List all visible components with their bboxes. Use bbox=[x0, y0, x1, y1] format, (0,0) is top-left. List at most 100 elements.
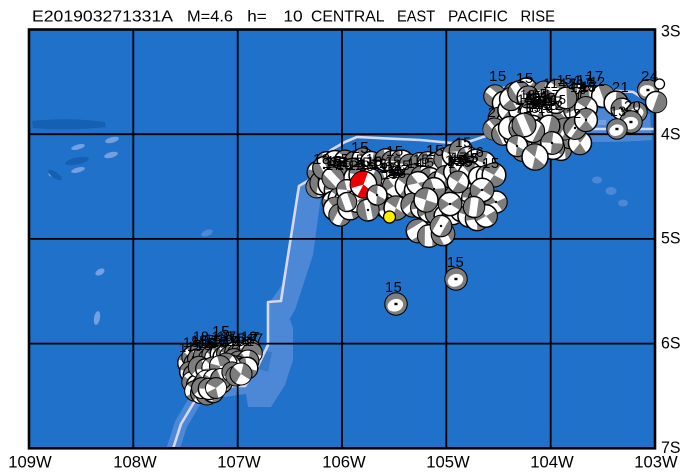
svg-text:114: 114 bbox=[543, 75, 567, 91]
svg-text:1: 1 bbox=[247, 335, 254, 349]
svg-text:17: 17 bbox=[221, 329, 237, 344]
svg-text:15: 15 bbox=[351, 140, 369, 157]
svg-text:17: 17 bbox=[235, 333, 252, 349]
svg-text:CENTRAL: CENTRAL bbox=[311, 8, 385, 25]
svg-text:5: 5 bbox=[464, 155, 472, 170]
svg-text:5: 5 bbox=[208, 336, 215, 350]
svg-text:5: 5 bbox=[356, 152, 364, 167]
svg-text:15: 15 bbox=[530, 93, 546, 108]
svg-text:12: 12 bbox=[380, 161, 396, 176]
svg-text:15: 15 bbox=[383, 168, 398, 182]
svg-text:7: 7 bbox=[460, 153, 468, 168]
svg-text:18: 18 bbox=[191, 332, 208, 348]
svg-text:12: 12 bbox=[241, 328, 257, 344]
svg-text:15: 15 bbox=[386, 143, 404, 160]
svg-text:15: 15 bbox=[455, 134, 472, 150]
svg-text:RISE: RISE bbox=[521, 8, 556, 25]
svg-text:M=4.6: M=4.6 bbox=[187, 8, 233, 25]
svg-text:17: 17 bbox=[326, 158, 341, 173]
svg-text:15: 15 bbox=[457, 153, 474, 169]
svg-text:15: 15 bbox=[388, 162, 405, 178]
svg-text:PACIFIC: PACIFIC bbox=[448, 8, 508, 25]
svg-text:15: 15 bbox=[551, 92, 566, 107]
svg-text:17: 17 bbox=[547, 94, 563, 109]
svg-text:5S: 5S bbox=[661, 229, 681, 248]
svg-text:15: 15 bbox=[530, 98, 545, 112]
svg-text:17: 17 bbox=[451, 149, 468, 165]
svg-text:h=: h= bbox=[247, 8, 266, 25]
svg-text:2: 2 bbox=[488, 104, 496, 120]
svg-text:15: 15 bbox=[541, 92, 558, 108]
svg-text:12: 12 bbox=[385, 159, 401, 174]
svg-text:18: 18 bbox=[193, 328, 209, 344]
svg-text:1: 1 bbox=[366, 151, 374, 166]
svg-text:1: 1 bbox=[355, 158, 363, 173]
svg-text:15: 15 bbox=[205, 331, 222, 347]
svg-text:17: 17 bbox=[394, 163, 409, 177]
svg-text:12: 12 bbox=[331, 154, 347, 169]
svg-text:15: 15 bbox=[527, 93, 542, 108]
svg-text:15: 15 bbox=[348, 157, 365, 173]
svg-text:15: 15 bbox=[462, 150, 479, 166]
svg-text:15: 15 bbox=[385, 153, 402, 169]
svg-text:105W: 105W bbox=[426, 453, 470, 472]
svg-text:18: 18 bbox=[523, 95, 540, 111]
svg-text:12: 12 bbox=[202, 336, 217, 351]
svg-text:20: 20 bbox=[624, 99, 641, 115]
svg-text:4S: 4S bbox=[661, 125, 681, 144]
svg-text:15: 15 bbox=[366, 153, 383, 169]
svg-text:7: 7 bbox=[358, 158, 365, 172]
svg-text:15: 15 bbox=[212, 324, 230, 341]
svg-text:16: 16 bbox=[467, 145, 484, 161]
svg-text:18: 18 bbox=[330, 153, 347, 169]
svg-text:15: 15 bbox=[451, 153, 466, 167]
svg-text:E201903271331A: E201903271331A bbox=[32, 8, 173, 25]
svg-text:14: 14 bbox=[407, 155, 424, 171]
svg-text:17: 17 bbox=[241, 332, 258, 348]
svg-text:18: 18 bbox=[538, 101, 553, 116]
svg-text:15: 15 bbox=[359, 159, 374, 174]
svg-text:1: 1 bbox=[545, 90, 553, 106]
svg-text:16: 16 bbox=[217, 331, 234, 347]
svg-text:15: 15 bbox=[535, 96, 552, 112]
svg-text:107W: 107W bbox=[217, 453, 261, 472]
svg-text:117: 117 bbox=[570, 75, 594, 91]
svg-text:5: 5 bbox=[448, 155, 455, 169]
svg-text:17: 17 bbox=[199, 332, 214, 347]
svg-text:17: 17 bbox=[247, 330, 264, 346]
svg-text:7: 7 bbox=[219, 336, 226, 351]
svg-text:15: 15 bbox=[381, 159, 398, 175]
svg-text:18: 18 bbox=[520, 87, 535, 102]
svg-text:5: 5 bbox=[388, 166, 395, 181]
svg-text:5: 5 bbox=[579, 82, 587, 97]
svg-text:17: 17 bbox=[213, 335, 228, 349]
svg-text:106W: 106W bbox=[322, 453, 366, 472]
svg-text:15: 15 bbox=[445, 152, 462, 168]
svg-text:15: 15 bbox=[447, 255, 464, 271]
svg-text:15: 15 bbox=[198, 335, 215, 351]
svg-text:15: 15 bbox=[482, 155, 500, 172]
svg-text:18: 18 bbox=[568, 77, 584, 92]
svg-text:18: 18 bbox=[196, 338, 211, 353]
svg-text:15: 15 bbox=[413, 151, 430, 167]
svg-text:18: 18 bbox=[367, 154, 382, 169]
svg-text:1: 1 bbox=[529, 92, 537, 107]
svg-text:15: 15 bbox=[529, 90, 546, 106]
svg-text:15: 15 bbox=[342, 154, 359, 170]
svg-text:12: 12 bbox=[547, 97, 564, 113]
svg-text:21: 21 bbox=[612, 80, 629, 96]
svg-text:5: 5 bbox=[341, 151, 349, 166]
svg-text:5: 5 bbox=[393, 165, 401, 181]
svg-text:10: 10 bbox=[283, 8, 302, 25]
svg-text:15: 15 bbox=[426, 143, 444, 160]
svg-text:16: 16 bbox=[360, 156, 377, 172]
svg-text:7: 7 bbox=[569, 76, 577, 91]
svg-text:103W: 103W bbox=[634, 453, 678, 472]
svg-text:17: 17 bbox=[179, 340, 194, 355]
svg-text:18: 18 bbox=[523, 101, 539, 116]
svg-text:12: 12 bbox=[566, 106, 581, 121]
svg-text:5: 5 bbox=[460, 154, 467, 168]
svg-text:7: 7 bbox=[517, 101, 525, 116]
svg-text:15: 15 bbox=[372, 156, 389, 172]
svg-text:6S: 6S bbox=[661, 334, 681, 353]
